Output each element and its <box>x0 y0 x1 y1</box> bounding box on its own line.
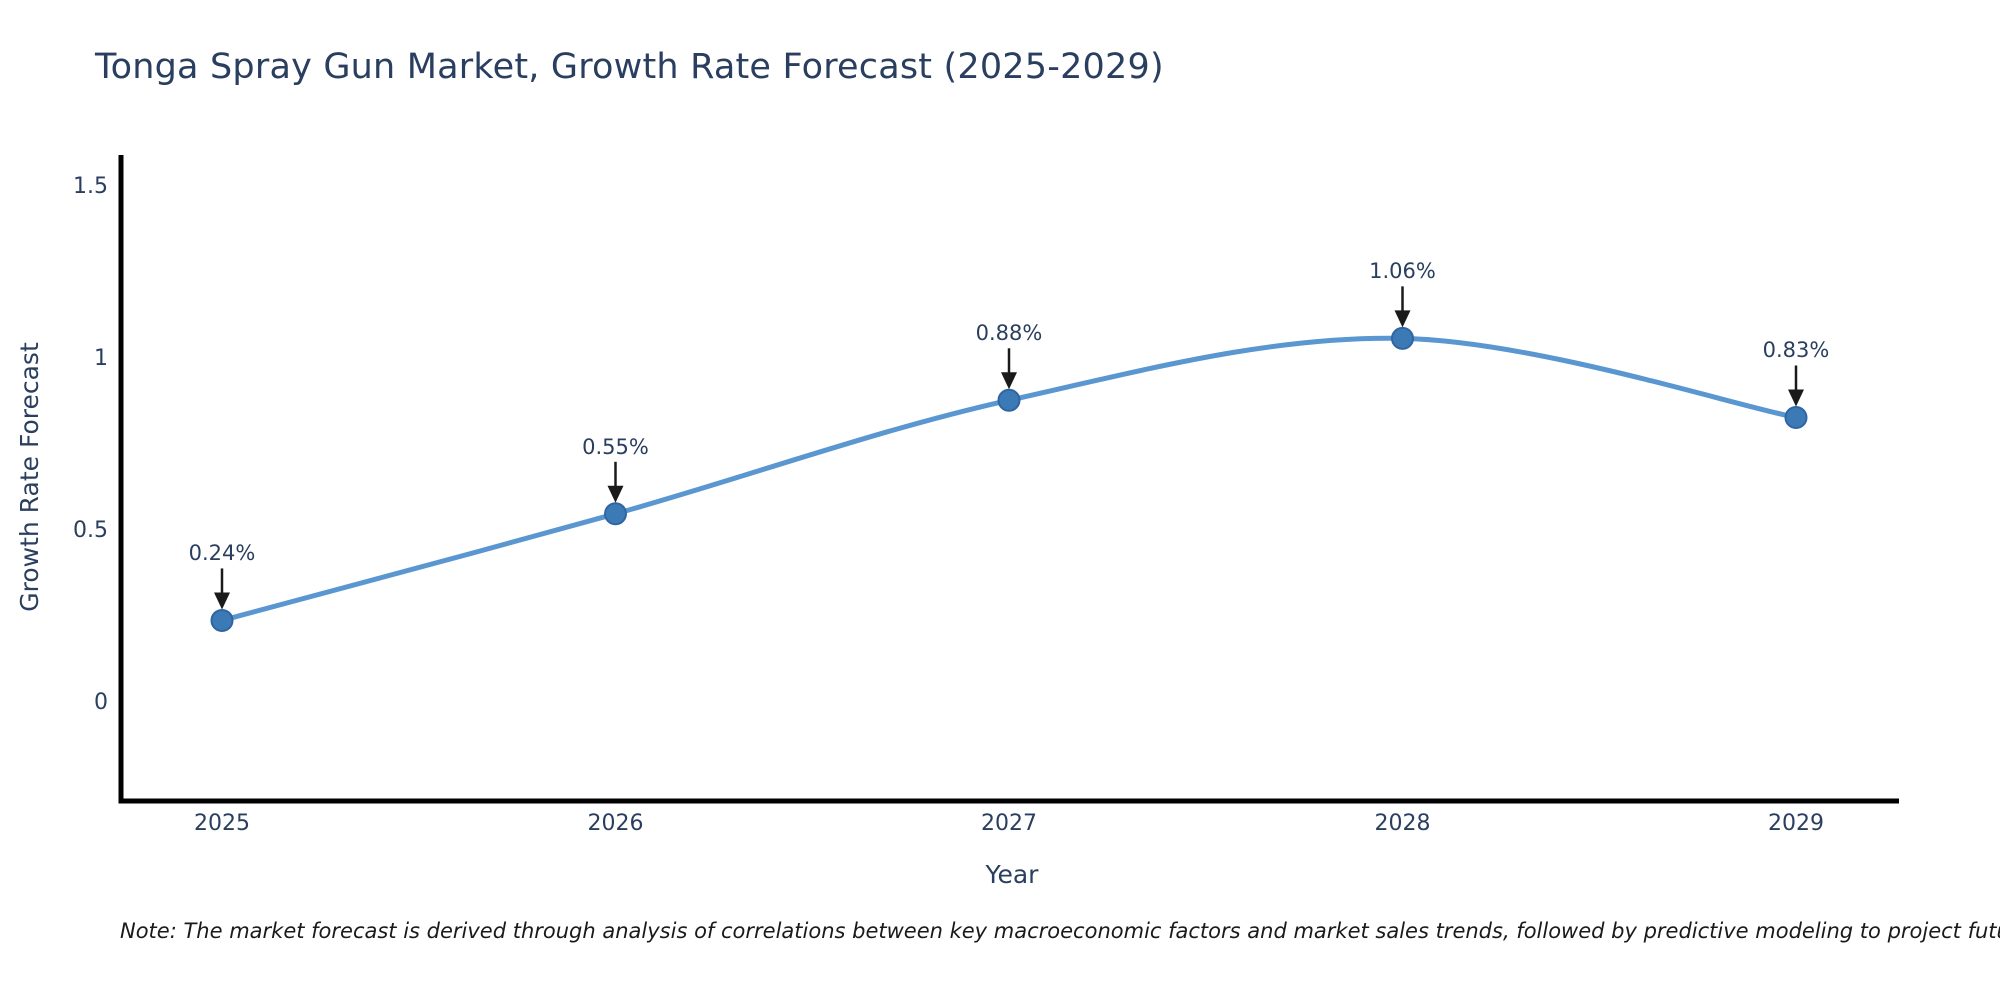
annotation-arrow-head <box>1788 389 1804 407</box>
data-point-2028 <box>1391 326 1414 350</box>
y-tick-1: 1 <box>94 346 108 371</box>
x-tick-2028: 2028 <box>1374 811 1431 836</box>
chart-title: Tonga Spray Gun Market, Growth Rate Fore… <box>95 47 1164 87</box>
data-point-2026 <box>604 502 627 526</box>
point-value-label-2027: 0.88% <box>975 321 1043 346</box>
y-tick-1.5: 1.5 <box>73 174 108 199</box>
y-tick-0.5: 0.5 <box>73 518 108 543</box>
annotation-arrow-head <box>607 485 624 503</box>
data-point-2025 <box>210 608 234 632</box>
point-value-label-2025: 0.24% <box>188 541 256 566</box>
x-tick-2029: 2029 <box>1768 811 1824 836</box>
point-value-label-2028: 1.06% <box>1369 259 1436 284</box>
data-point-2029 <box>1784 405 1808 429</box>
data-point-2027 <box>997 388 1021 412</box>
x-tick-2025: 2025 <box>194 811 250 836</box>
y-tick-0: 0 <box>94 690 108 715</box>
x-axis-title: Year <box>985 860 1039 889</box>
y-axis-title: Growth Rate Forecast <box>15 342 44 612</box>
annotation-arrow-head <box>1001 372 1017 390</box>
point-value-label-2029: 0.83% <box>1762 338 1830 363</box>
point-value-label-2026: 0.55% <box>582 434 649 459</box>
annotation-arrow-head <box>1394 310 1411 328</box>
x-tick-2026: 2026 <box>587 811 644 836</box>
footnote: Note: The market forecast is derived thr… <box>120 919 2000 943</box>
x-tick-2027: 2027 <box>981 811 1037 836</box>
annotation-arrow-head <box>214 592 230 610</box>
